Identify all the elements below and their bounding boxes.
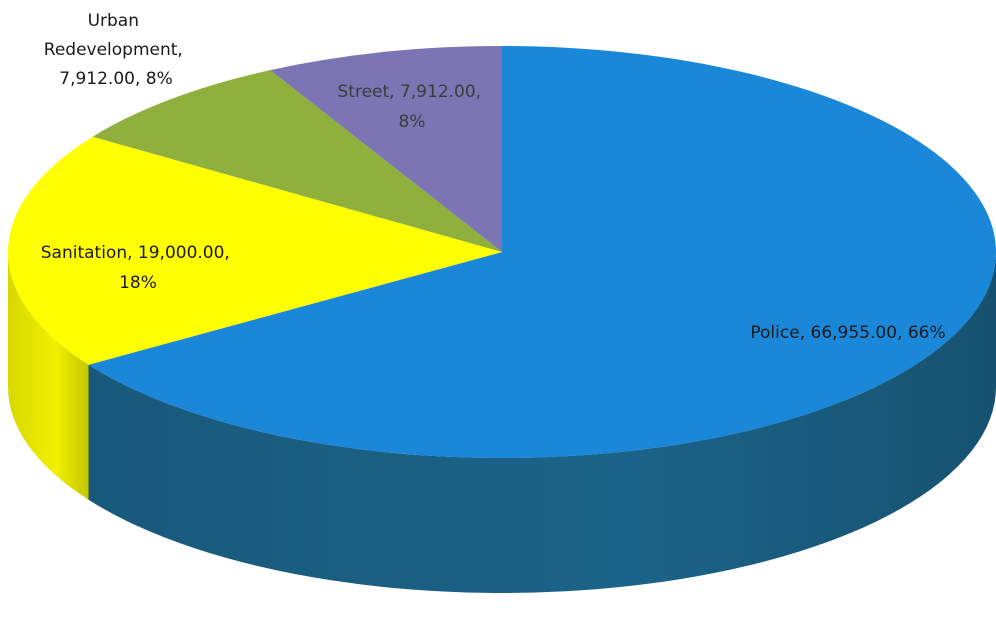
slice-label-sanitation: Sanitation, 19,000.00, 18% [41,243,236,293]
pie-side-shade-sanitation [8,252,89,500]
pie-slice-police [88,46,996,458]
slice-label-police: Police, 66,955.00, 66% [750,323,945,343]
pie-slice-street [270,46,502,252]
pie-side-shade-police [88,252,996,594]
pie-labels: Police, 66,955.00, 66% Sanitation, 19,00… [41,11,946,343]
pie-tops [7,46,996,458]
pie-slice-sanitation [7,136,503,365]
slice-label-urban-redevelopment: Urban Redevelopment, 7,912.00, 8% [44,11,188,89]
pie-slice-urban-redevelopment [92,70,502,252]
slice-label-street: Street, 7,912.00, 8% [338,82,487,132]
pie-sides [8,252,996,594]
